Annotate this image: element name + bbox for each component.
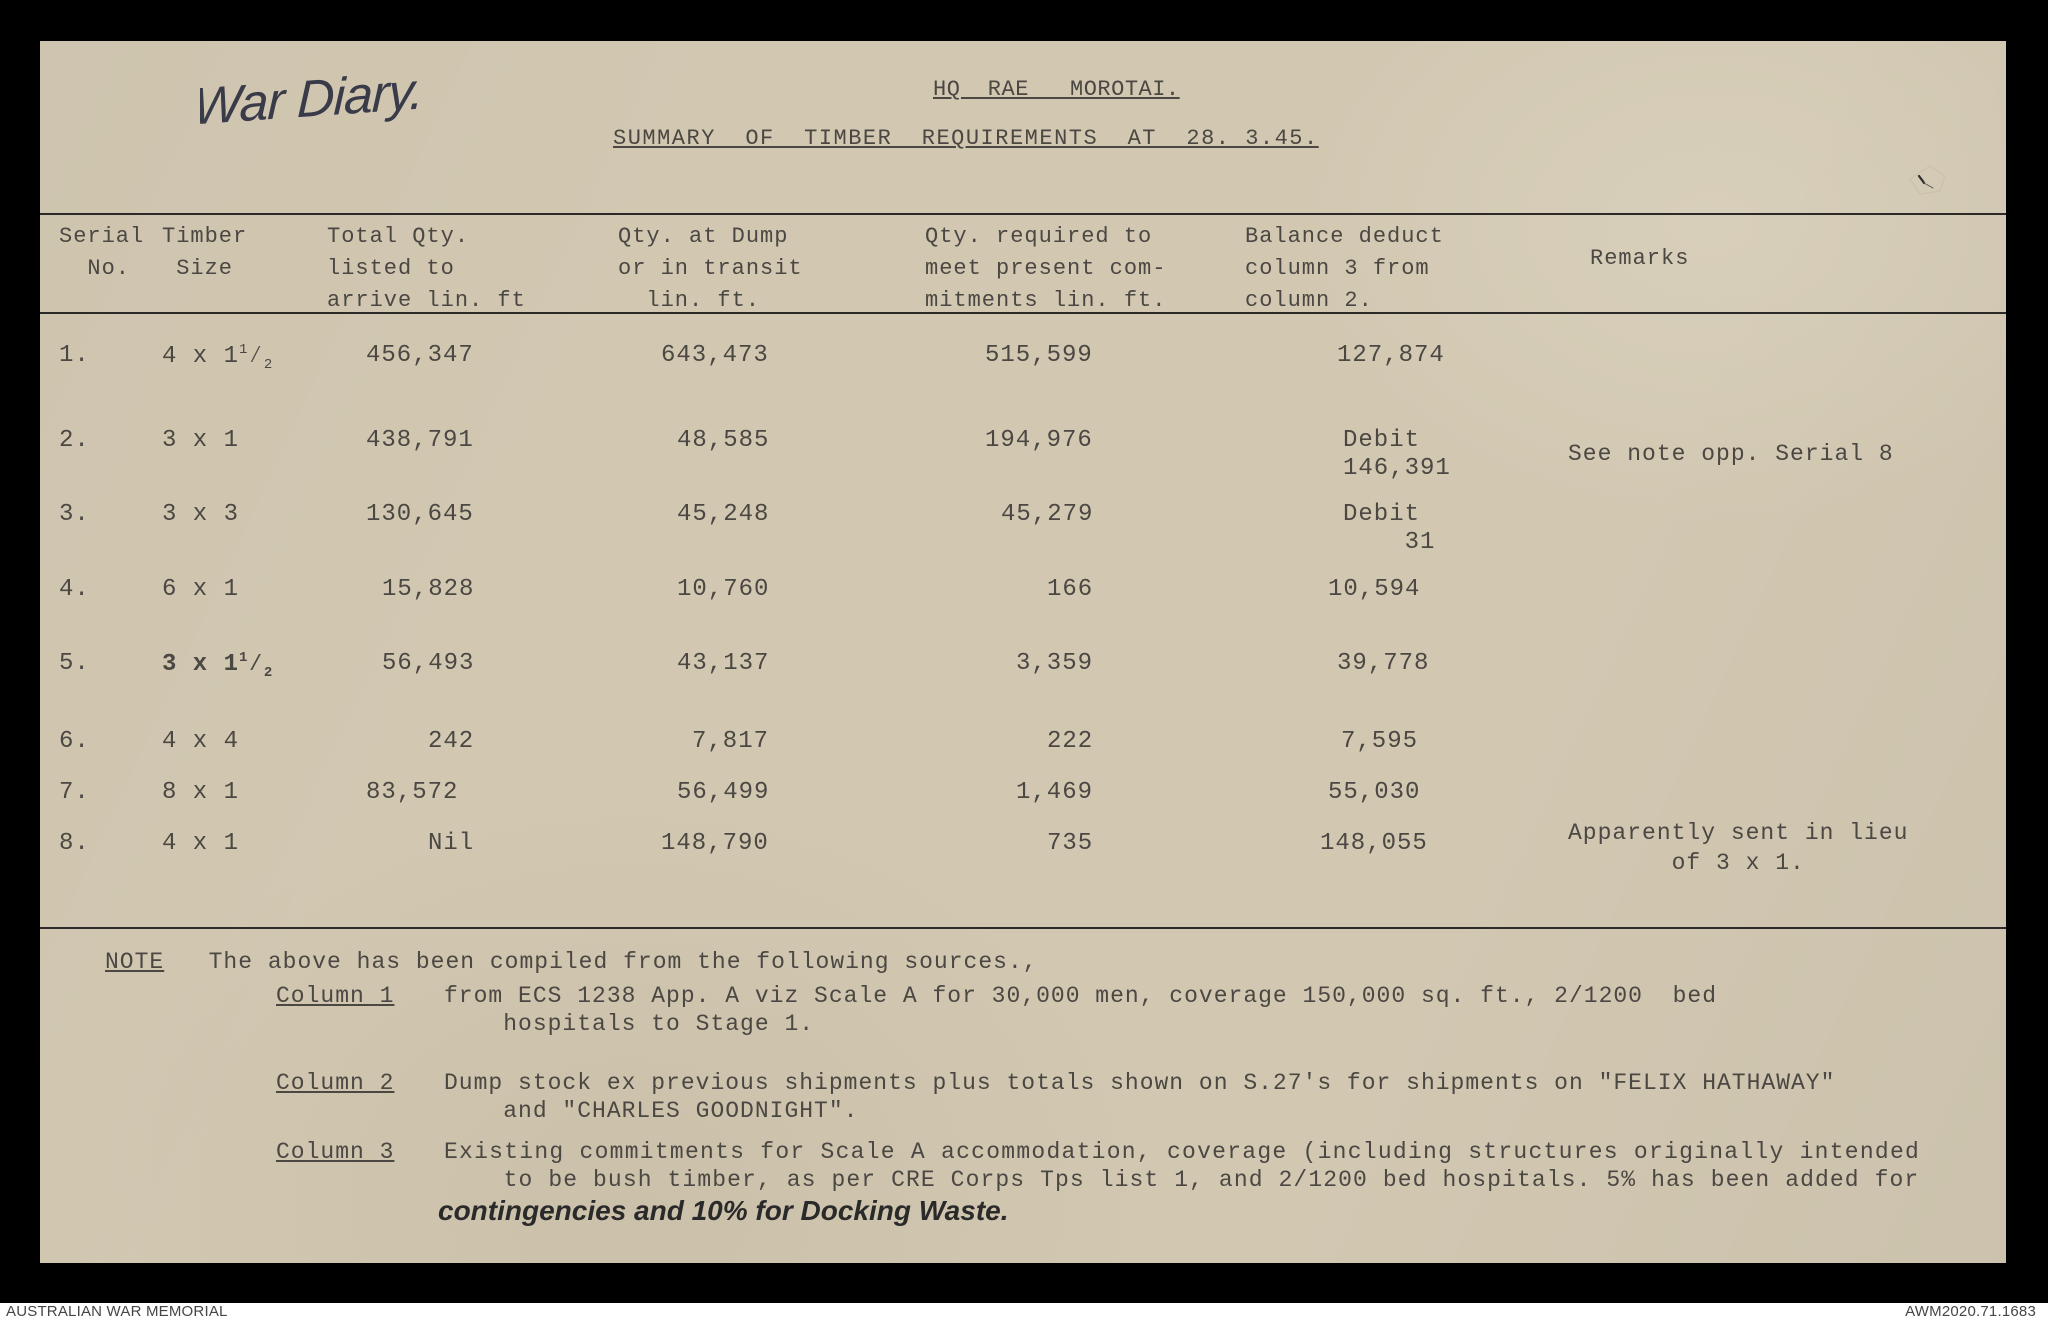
svg-text:contingencies and 10% for Dock: contingencies and 10% for Docking Waste. — [438, 1195, 1009, 1226]
svg-text:War Diary.: War Diary. — [200, 62, 424, 136]
